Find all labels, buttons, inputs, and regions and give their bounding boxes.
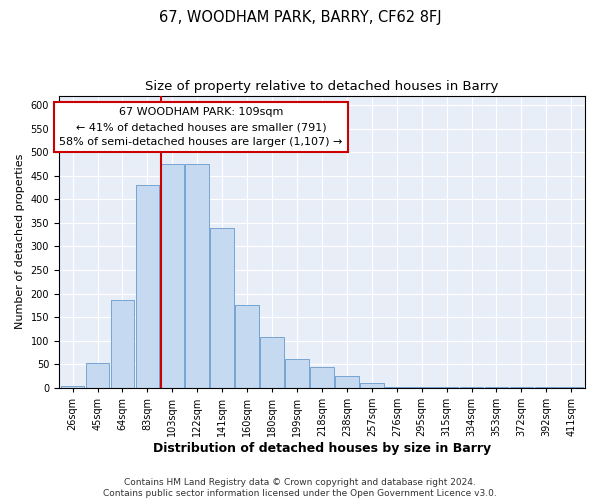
- Bar: [559, 387, 583, 388]
- Bar: [285, 358, 309, 388]
- X-axis label: Distribution of detached houses by size in Barry: Distribution of detached houses by size …: [153, 442, 491, 455]
- Bar: [335, 376, 359, 388]
- Y-axis label: Number of detached properties: Number of detached properties: [15, 154, 25, 330]
- Text: 67, WOODHAM PARK, BARRY, CF62 8FJ: 67, WOODHAM PARK, BARRY, CF62 8FJ: [158, 10, 442, 25]
- Bar: [110, 300, 134, 388]
- Bar: [235, 306, 259, 388]
- Bar: [260, 338, 284, 388]
- Title: Size of property relative to detached houses in Barry: Size of property relative to detached ho…: [145, 80, 499, 93]
- Bar: [310, 366, 334, 388]
- Bar: [61, 386, 85, 388]
- Bar: [185, 164, 209, 388]
- Text: Contains HM Land Registry data © Crown copyright and database right 2024.
Contai: Contains HM Land Registry data © Crown c…: [103, 478, 497, 498]
- Bar: [410, 387, 434, 388]
- Bar: [360, 383, 383, 388]
- Text: 67 WOODHAM PARK: 109sqm
← 41% of detached houses are smaller (791)
58% of semi-d: 67 WOODHAM PARK: 109sqm ← 41% of detache…: [59, 107, 343, 147]
- Bar: [211, 228, 234, 388]
- Bar: [136, 185, 159, 388]
- Bar: [161, 164, 184, 388]
- Bar: [385, 386, 409, 388]
- Bar: [86, 364, 109, 388]
